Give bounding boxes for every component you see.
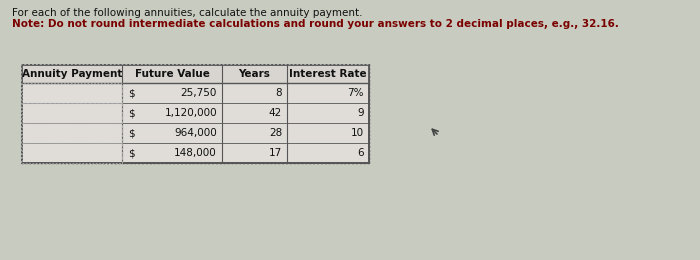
Text: $: $ <box>128 128 134 138</box>
Text: Future Value: Future Value <box>134 69 209 79</box>
Bar <box>21 64 370 164</box>
Text: 42: 42 <box>269 108 282 118</box>
Text: 28: 28 <box>269 128 282 138</box>
Text: Note: Do not round intermediate calculations and round your answers to 2 decimal: Note: Do not round intermediate calculat… <box>12 19 619 29</box>
Text: 148,000: 148,000 <box>174 148 217 158</box>
Text: $: $ <box>128 108 134 118</box>
Text: Annuity Payment: Annuity Payment <box>22 69 122 79</box>
Bar <box>22 143 122 163</box>
Text: For each of the following annuities, calculate the annuity payment.: For each of the following annuities, cal… <box>12 8 363 18</box>
Text: 25,750: 25,750 <box>181 88 217 98</box>
Text: 9: 9 <box>358 108 364 118</box>
Text: 7%: 7% <box>347 88 364 98</box>
Text: $: $ <box>128 148 134 158</box>
Bar <box>22 65 369 163</box>
Bar <box>22 83 122 103</box>
Text: 10: 10 <box>351 128 364 138</box>
Text: 964,000: 964,000 <box>174 128 217 138</box>
Text: 8: 8 <box>275 88 282 98</box>
Text: 6: 6 <box>358 148 364 158</box>
Text: 1,120,000: 1,120,000 <box>164 108 217 118</box>
Bar <box>22 123 122 143</box>
Text: $: $ <box>128 88 134 98</box>
Bar <box>22 65 369 83</box>
Bar <box>22 65 369 163</box>
Text: Interest Rate: Interest Rate <box>289 69 367 79</box>
Bar <box>22 103 122 123</box>
Text: 17: 17 <box>269 148 282 158</box>
Text: Years: Years <box>239 69 270 79</box>
